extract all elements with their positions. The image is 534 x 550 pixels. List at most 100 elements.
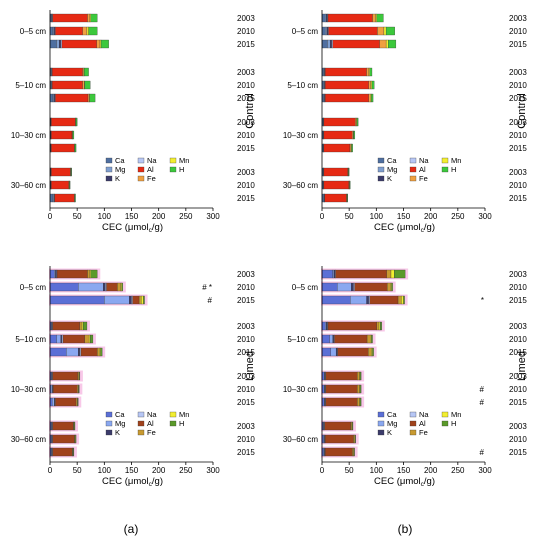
depth-label: 10–30 cm [11, 385, 46, 394]
x-tick-label: 250 [179, 212, 193, 221]
legend-swatch-k [105, 175, 113, 182]
legend-label-mn: Mn [451, 410, 461, 419]
bar-segment-h [354, 434, 356, 444]
bar-segment-al [369, 295, 399, 305]
bar-segment-h [89, 93, 96, 103]
bar-segment-k [326, 321, 328, 331]
legend-label-al: Al [419, 165, 426, 174]
legend-swatch-fe [409, 429, 417, 436]
depth-label: 0–5 cm [292, 283, 319, 292]
legend-label-k: K [387, 174, 392, 183]
legend-label-fe: Fe [419, 174, 428, 183]
bar-segment-k [55, 269, 57, 279]
bar-segment-al [324, 421, 351, 431]
year-label: 2015 [237, 348, 255, 357]
bar-segment-h [75, 434, 77, 444]
legend-swatch-fe [137, 175, 145, 182]
bar-segment-h [369, 67, 373, 77]
year-label: 2003 [509, 422, 527, 431]
bar-segment-mn [370, 334, 372, 344]
bar-segment-mg [332, 269, 335, 279]
year-label: 2015 [237, 194, 255, 203]
legend-label-ca: Ca [115, 410, 125, 419]
bar-segment-fe [353, 434, 355, 444]
bar-segment-h [78, 384, 80, 394]
bar-segment-k [59, 39, 62, 49]
significance-mark: # [480, 385, 485, 394]
x-tick-label: 250 [179, 466, 193, 475]
x-tick-label: 100 [370, 212, 384, 221]
bar-segment-fe [82, 26, 88, 36]
significance-mark: # [208, 296, 213, 305]
bar-segment-fe [376, 321, 380, 331]
bar-segment-al [55, 397, 77, 407]
bar-segment-fe [357, 371, 360, 381]
year-label: 2010 [237, 385, 255, 394]
chart-2: 0–5 cm 2003 2010 # * 2015 #5–10 cm 2003 2010 201… [11, 266, 256, 488]
depth-label: 0–5 cm [20, 283, 47, 292]
bar-segment-h [82, 321, 88, 331]
bar-segment-al [325, 447, 353, 457]
bar-segment-al [354, 282, 388, 292]
bar-segment-mg [50, 384, 53, 394]
legend-label-mn: Mn [179, 156, 189, 165]
bar-segment-fe [366, 67, 369, 77]
bar-segment-al [51, 167, 71, 177]
bar-segment-al [52, 321, 81, 331]
bar-segment-h [79, 371, 81, 381]
x-tick-label: 0 [320, 466, 325, 475]
x-tick-label: 50 [345, 466, 354, 475]
depth-label: 0–5 cm [292, 27, 319, 36]
year-label: 2003 [237, 168, 255, 177]
bar-segment-fe [77, 371, 79, 381]
bar-segment-h [353, 130, 356, 140]
bar-segment-ca [321, 282, 338, 292]
year-label: 2010 [237, 335, 255, 344]
bar-segment-h [100, 347, 103, 357]
legend-swatch-na [137, 157, 145, 164]
bar-segment-na [79, 347, 82, 357]
x-tick-label: 300 [206, 466, 220, 475]
bar-segment-h [391, 282, 393, 292]
year-label: 2010 [237, 283, 255, 292]
year-label: 2015 [509, 94, 527, 103]
legend-label-k: K [115, 428, 120, 437]
bar-segment-al [51, 143, 75, 153]
legend-label-ca: Ca [115, 156, 125, 165]
legend-swatch-mg [105, 420, 113, 427]
x-tick-label: 300 [478, 212, 492, 221]
significance-mark: # [480, 448, 485, 457]
bar-segment-fe [87, 13, 90, 23]
bar-segment-h [74, 193, 76, 203]
chart-0: 0–5 cm 2003 2010 2015 5–10 cm 2003 2010 2015 10–… [11, 10, 256, 234]
year-label: 2015 [237, 448, 255, 457]
bar-segment-mn [141, 295, 144, 305]
legend-label-mg: Mg [387, 419, 397, 428]
bar-segment-ca [321, 269, 334, 279]
bar-segment-mg [350, 295, 367, 305]
bar-segment-ca [321, 26, 326, 36]
bar-segment-fe [372, 13, 376, 23]
treatment-label: Limed [516, 351, 528, 381]
year-label: 2003 [237, 14, 255, 23]
depth-label: 10–30 cm [283, 131, 318, 140]
legend-label-fe: Fe [147, 174, 156, 183]
bar-segment-al [334, 334, 368, 344]
bar-segment-k [60, 334, 63, 344]
significance-mark: * [481, 296, 484, 305]
legend-swatch-h [441, 420, 449, 427]
bar-segment-fe [117, 282, 121, 292]
bar-segment-al [52, 371, 78, 381]
bar-segment-mn [390, 269, 395, 279]
year-label: 2015 [237, 94, 255, 103]
bar-segment-fe [379, 39, 387, 49]
bar-segment-fe [350, 421, 353, 431]
year-label: 2015 [509, 144, 527, 153]
year-label: 2003 [237, 322, 255, 331]
bar-segment-fe [397, 295, 402, 305]
x-tick-label: 150 [125, 212, 139, 221]
bar-segment-al [52, 67, 83, 77]
bar-segment-h [359, 371, 362, 381]
panel-label-b: (b) [398, 522, 413, 536]
bar-segment-fe [355, 117, 357, 127]
